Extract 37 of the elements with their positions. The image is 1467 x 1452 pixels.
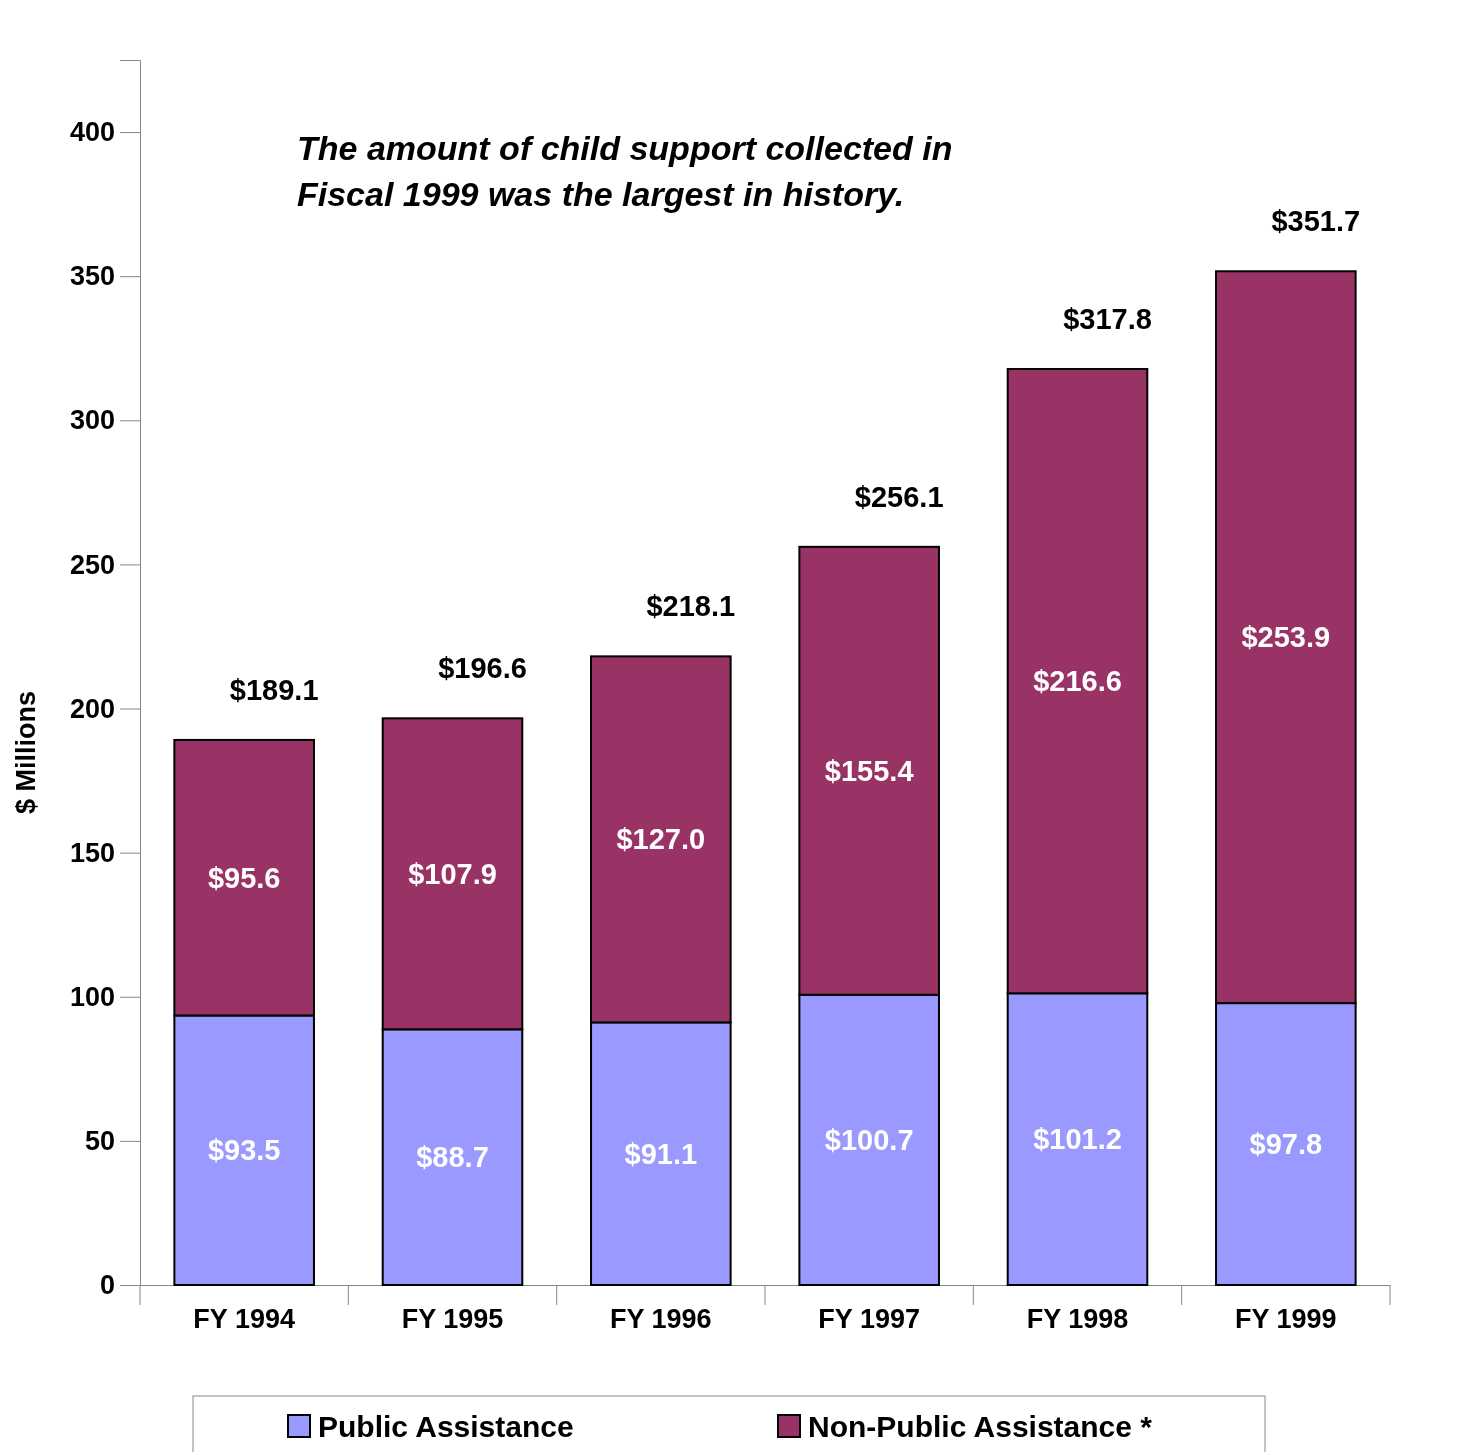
total-label: $256.1 xyxy=(854,480,944,513)
data-label: $88.7 xyxy=(416,1141,489,1174)
data-label: $216.6 xyxy=(1033,665,1122,698)
total-label: $196.6 xyxy=(438,652,527,685)
y-axis-title: $ Millions xyxy=(11,690,41,815)
y-tick-label: 300 xyxy=(69,405,115,436)
annotation: The amount of child support collected in Fiscal 1999 was the largest in history. xyxy=(297,129,953,213)
y-tick-label: 350 xyxy=(69,261,115,292)
data-label: $95.6 xyxy=(207,861,281,894)
total-label: $317.8 xyxy=(1063,302,1152,335)
y-tick-label: 50 xyxy=(84,1126,115,1157)
x-tick-label: FY 1997 xyxy=(818,1304,920,1334)
y-tick-label: 400 xyxy=(69,117,115,148)
x-tick-label: FY 1994 xyxy=(193,1304,295,1334)
data-label: $100.7 xyxy=(824,1123,914,1156)
x-tick-label: FY 1995 xyxy=(401,1304,504,1334)
y-tick-label: 0 xyxy=(99,1270,115,1301)
data-label: $101.2 xyxy=(1033,1123,1122,1156)
x-tick-label: FY 1996 xyxy=(610,1304,712,1334)
data-label: $253.9 xyxy=(1241,621,1331,654)
data-label: $91.1 xyxy=(624,1137,698,1170)
y-tick-label: 250 xyxy=(69,549,115,580)
data-label: $155.4 xyxy=(824,754,914,787)
x-tick-label: FY 1998 xyxy=(1026,1304,1129,1334)
data-label: $93.5 xyxy=(207,1134,281,1167)
data-label: $97.8 xyxy=(1249,1128,1323,1161)
data-label: $107.9 xyxy=(408,857,497,890)
y-tick-label: 200 xyxy=(69,693,115,724)
y-tick-label: 100 xyxy=(69,981,115,1012)
x-tick-label: FY 1999 xyxy=(1235,1304,1337,1334)
total-label: $189.1 xyxy=(229,673,319,706)
legend-label: Non-Public Assistance * xyxy=(808,1410,1153,1443)
data-label: $127.0 xyxy=(616,823,706,856)
total-label: $351.7 xyxy=(1271,205,1361,238)
legend-label: Public Assistance xyxy=(318,1410,574,1443)
total-label: $218.1 xyxy=(646,590,736,623)
y-tick-label: 150 xyxy=(69,837,115,868)
